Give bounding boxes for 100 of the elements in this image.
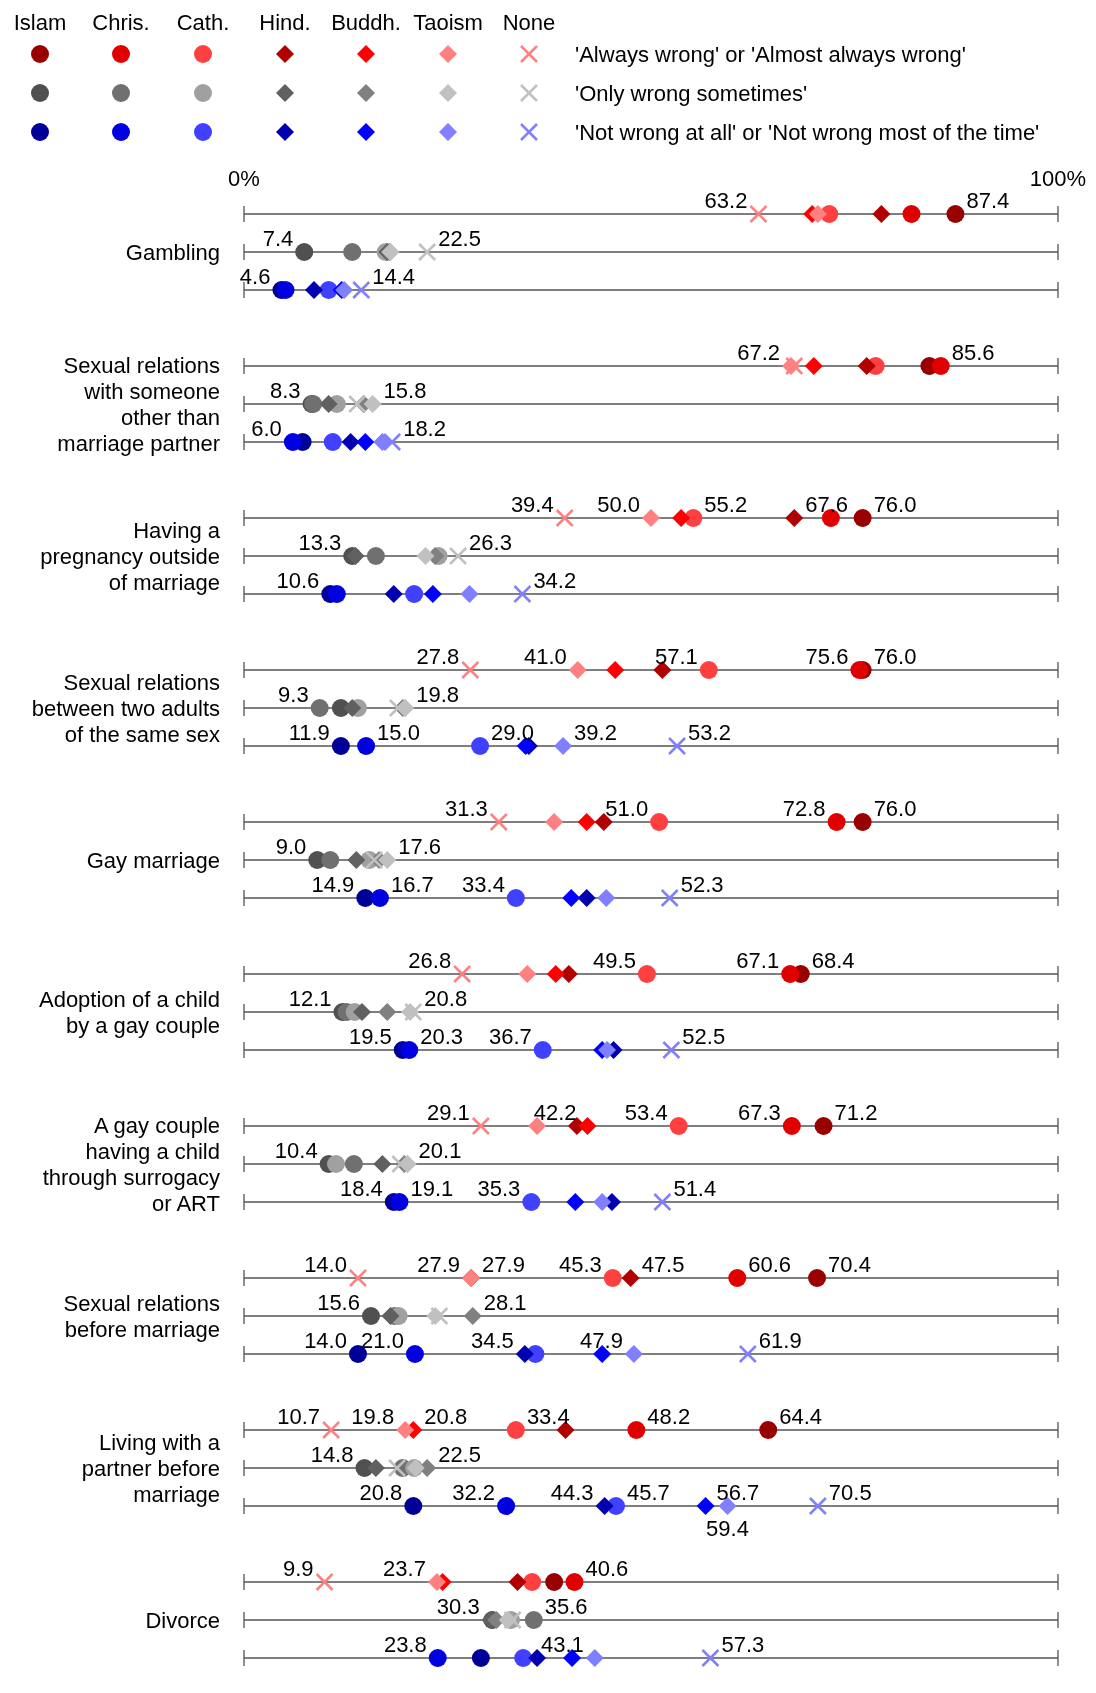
data-label: 39.4 [510, 492, 554, 517]
data-label: 17.6 [398, 834, 442, 859]
data-label: 16.7 [390, 872, 434, 897]
data-label: 35.6 [544, 1594, 588, 1619]
y-tick-label: Gay marriage [86, 848, 220, 873]
data-label: 72.8 [782, 796, 826, 821]
data-label: 7.4 [262, 226, 294, 251]
data-label: 19.1 [410, 1176, 454, 1201]
data-label: 36.7 [488, 1024, 532, 1049]
data-label: 14.0 [304, 1328, 347, 1353]
data-label: 35.3 [477, 1176, 521, 1201]
data-label: 20.8 [424, 986, 468, 1011]
data-label: 53.4 [624, 1100, 668, 1125]
text: 'Not wrong at all' or 'Not wrong most of the time' [575, 120, 1040, 145]
data-label: 56.7 [716, 1480, 760, 1505]
text: 'Only wrong sometimes' [575, 81, 808, 106]
data-label: 27.9 [417, 1252, 461, 1277]
data-label: 20.3 [420, 1024, 464, 1049]
data-label: 30.3 [436, 1594, 480, 1619]
data-label: 18.2 [403, 416, 446, 441]
data-label: 28.1 [483, 1290, 527, 1315]
data-label: 14.8 [310, 1442, 354, 1467]
text: Buddh. [331, 10, 401, 35]
data-label: 67.3 [737, 1100, 781, 1125]
data-label: 87.4 [966, 188, 1010, 213]
text: Chris. [92, 10, 150, 35]
y-tick-label: A gay couple having a child through surrogacy or ART [42, 1113, 220, 1216]
data-label: 19.8 [416, 682, 459, 707]
data-label: 85.6 [951, 340, 995, 365]
data-label: 27.9 [482, 1252, 525, 1277]
data-label: 13.3 [298, 530, 342, 555]
data-label: 23.8 [383, 1632, 427, 1657]
text: Cath. [176, 10, 230, 35]
data-label: 29.0 [491, 720, 534, 745]
y-tick-label: Gambling [125, 240, 220, 265]
data-label: 76.0 [873, 492, 917, 517]
data-label: 57.3 [721, 1632, 765, 1657]
data-label: 39.2 [574, 720, 617, 745]
y-tick-label: Living with a partner before marriage [81, 1430, 221, 1507]
data-label: 76.0 [873, 644, 917, 669]
data-label: 51.0 [605, 796, 649, 821]
data-label: 26.8 [408, 948, 452, 973]
data-label: 31.3 [444, 796, 488, 821]
y-tick-label: Sexual relations between two adults of the same sex [31, 670, 220, 747]
data-label: 51.4 [673, 1176, 717, 1201]
data-label: 4.6 [239, 264, 271, 289]
data-label: 19.8 [351, 1404, 395, 1429]
data-label: 6.0 [251, 416, 282, 441]
data-label: 22.5 [438, 226, 481, 251]
data-label: 14.0 [304, 1252, 347, 1277]
data-label: 23.7 [383, 1556, 426, 1581]
data-label: 61.9 [758, 1328, 802, 1353]
data-label: 75.6 [805, 644, 849, 669]
data-label: 52.3 [680, 872, 724, 897]
data-label: 67.6 [805, 492, 849, 517]
data-label: 67.2 [737, 340, 781, 365]
data-label: 44.3 [550, 1480, 594, 1505]
data-label: 49.5 [593, 948, 636, 973]
data-label: 34.5 [471, 1328, 514, 1353]
data-label: 57.1 [654, 644, 698, 669]
data-label: 40.6 [585, 1556, 629, 1581]
data-label: 33.4 [526, 1404, 570, 1429]
data-label: 26.3 [469, 530, 512, 555]
data-label: 9.0 [275, 834, 307, 859]
data-label: 8.3 [269, 378, 301, 403]
data-label: 10.4 [274, 1138, 318, 1163]
data-label: 29.1 [427, 1100, 470, 1125]
data-label: 15.8 [383, 378, 427, 403]
data-label: 32.2 [452, 1480, 496, 1505]
data-label: 45.3 [558, 1252, 602, 1277]
data-label: 14.4 [372, 264, 416, 289]
data-label: 52.5 [682, 1024, 726, 1049]
data-label: 19.5 [348, 1024, 392, 1049]
y-tick-label: Sexual relations before marriage [63, 1291, 220, 1342]
data-label: 9.3 [278, 682, 309, 707]
data-label: 15.6 [317, 1290, 360, 1315]
data-label: 10.7 [277, 1404, 321, 1429]
data-label: 64.4 [779, 1404, 823, 1429]
y-tick-label: Sexual relations with someone other than marriage partner [57, 353, 220, 456]
data-label: 47.9 [580, 1328, 623, 1353]
data-label: 68.4 [811, 948, 855, 973]
data-label: 48.2 [647, 1404, 691, 1429]
data-label: 12.1 [288, 986, 332, 1011]
data-label: 33.4 [462, 872, 505, 897]
data-label: 42.2 [533, 1100, 577, 1125]
data-label: 27.8 [416, 644, 460, 669]
data-label: 22.5 [438, 1442, 481, 1467]
data-label: 41.0 [523, 644, 567, 669]
data-label: 20.8 [424, 1404, 468, 1429]
y-tick-label: Having a pregnancy outside of marriage [40, 518, 221, 595]
text: 'Always wrong' or 'Almost always wrong' [575, 42, 966, 67]
data-label: 18.4 [339, 1176, 383, 1201]
x-tick-label: 100% [1029, 166, 1087, 191]
data-label: 9.9 [282, 1556, 314, 1581]
data-label: 50.0 [597, 492, 640, 517]
data-label: 63.2 [704, 188, 748, 213]
data-label: 76.0 [873, 796, 917, 821]
text: Taoism [413, 10, 483, 35]
data-label: 70.4 [828, 1252, 871, 1277]
data-label: 45.7 [627, 1480, 670, 1505]
